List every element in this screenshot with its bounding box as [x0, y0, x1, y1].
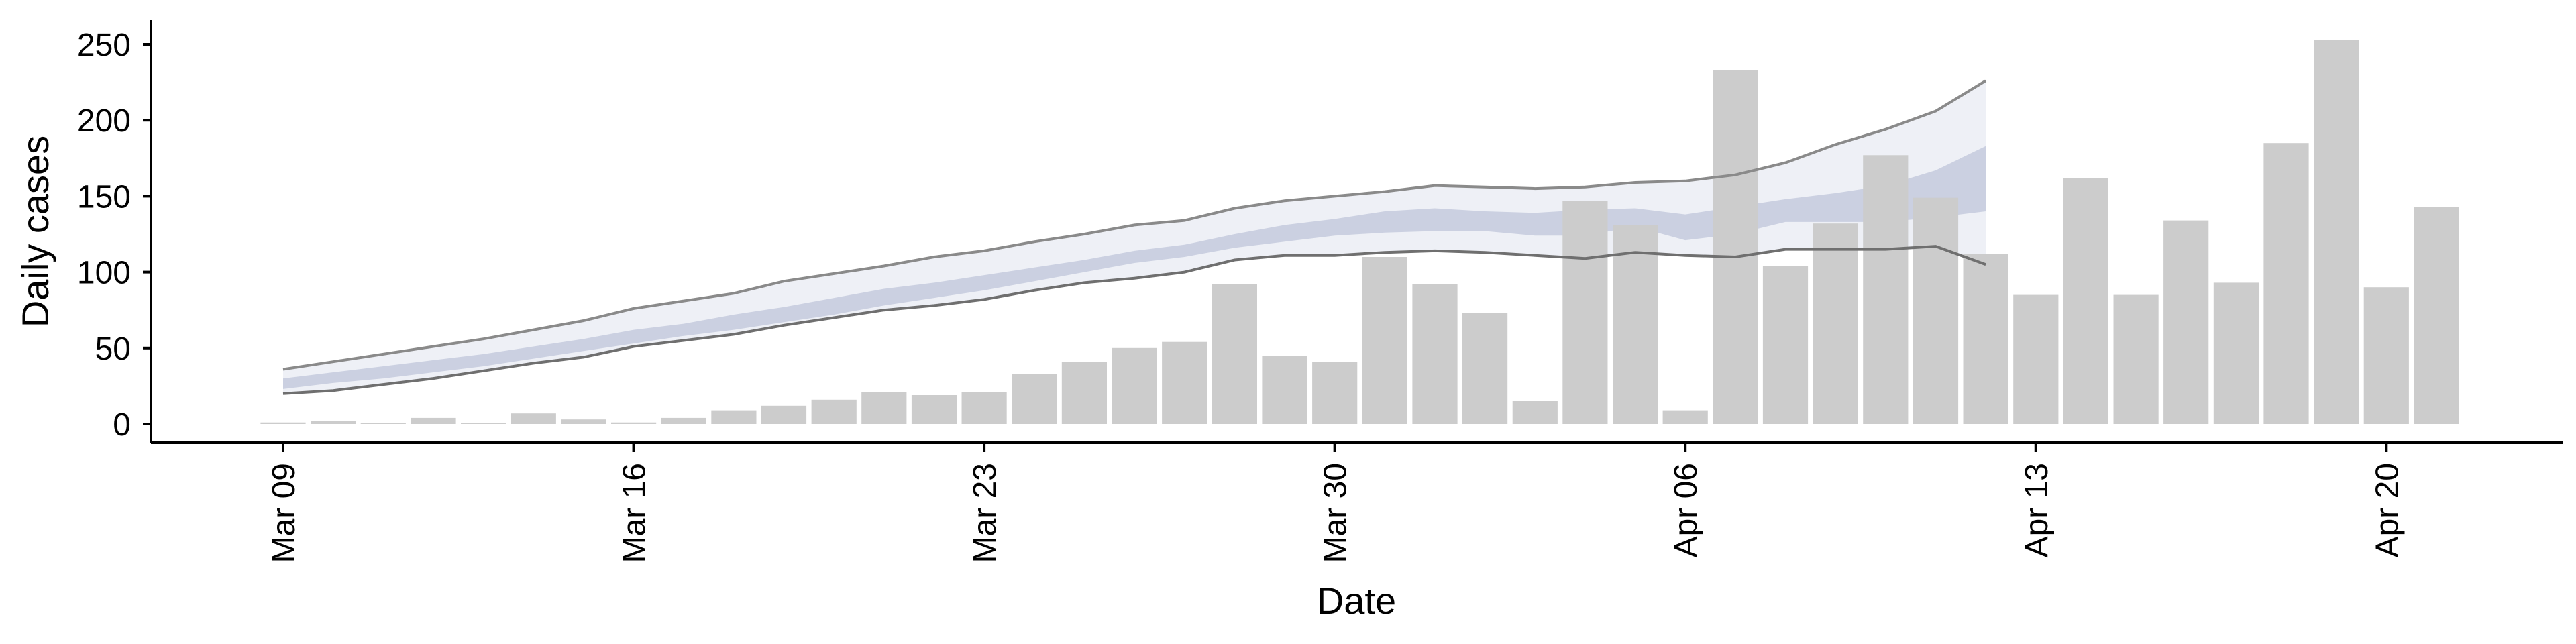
- y-tick-label: 200: [77, 103, 131, 139]
- bar-mar-14: [511, 413, 556, 424]
- daily-case-bars: [260, 40, 2459, 425]
- bar-mar-26: [1112, 347, 1157, 424]
- y-tick-label: 250: [77, 28, 131, 63]
- bar-mar-16: [611, 422, 657, 424]
- bar-mar-23: [961, 392, 1007, 424]
- bar-apr-01: [1412, 284, 1458, 424]
- bar-apr-20: [2363, 287, 2409, 424]
- x-axis-title: Date: [1317, 580, 1396, 622]
- bar-apr-12: [1963, 254, 2008, 424]
- x-axis-ticks: Mar 09 Mar 16 Mar 23 Mar 30 Apr 06 Apr 13 Apr …: [266, 443, 2405, 563]
- forecast-bands: [283, 80, 1986, 394]
- bar-mar-22: [911, 395, 957, 424]
- bar-mar-19: [761, 405, 807, 424]
- bar-apr-07: [1713, 70, 1758, 424]
- y-tick-label: 0: [113, 407, 131, 443]
- x-tick-label: Apr 20: [2369, 463, 2405, 557]
- bar-mar-21: [861, 392, 907, 424]
- bar-mar-24: [1012, 374, 1057, 424]
- bar-apr-16: [2163, 220, 2209, 424]
- upper-bound-line: [282, 79, 1987, 371]
- bar-mar-12: [411, 417, 456, 424]
- bar-mar-18: [711, 410, 757, 424]
- bar-mar-27: [1162, 341, 1208, 424]
- y-axis-title: Daily cases: [14, 136, 56, 327]
- x-tick-label: Mar 16: [617, 463, 653, 563]
- bar-apr-15: [2113, 294, 2159, 424]
- bar-apr-03: [1512, 401, 1558, 424]
- bar-apr-13: [2013, 294, 2059, 424]
- inner-interval-band: [283, 146, 1986, 389]
- bar-mar-09: [260, 422, 306, 424]
- bar-apr-04: [1562, 201, 1608, 424]
- y-tick-label: 50: [95, 331, 131, 367]
- x-tick-label: Mar 30: [1318, 463, 1354, 563]
- bar-apr-05: [1613, 225, 1658, 424]
- x-tick-label: Mar 23: [967, 463, 1003, 563]
- bar-apr-09: [1813, 223, 1858, 424]
- bar-mar-13: [461, 423, 506, 424]
- bar-apr-21: [2414, 207, 2459, 424]
- bar-mar-17: [661, 417, 706, 424]
- bar-mar-25: [1061, 362, 1107, 424]
- bar-mar-11: [360, 423, 406, 424]
- bar-mar-30: [1312, 362, 1358, 424]
- bar-apr-08: [1762, 266, 1809, 424]
- bar-apr-02: [1462, 313, 1508, 424]
- lower-bound-line: [282, 245, 1986, 395]
- y-tick-label: 100: [77, 256, 131, 291]
- forecast-bound-lines: [282, 79, 1987, 395]
- x-tick-label: Apr 13: [2019, 463, 2055, 557]
- bar-mar-29: [1262, 356, 1307, 424]
- y-tick-label: 150: [77, 179, 131, 215]
- bar-apr-11: [1913, 197, 1959, 424]
- bar-apr-19: [2314, 40, 2359, 424]
- bar-mar-10: [311, 421, 356, 424]
- bar-mar-31: [1362, 257, 1407, 424]
- x-tick-label: Mar 09: [266, 463, 302, 563]
- bar-mar-28: [1212, 284, 1257, 424]
- bar-apr-17: [2213, 282, 2259, 424]
- x-tick-label: Apr 06: [1668, 463, 1704, 557]
- bar-mar-15: [561, 419, 606, 424]
- y-axis-ticks: 0 50 100 150 200 250: [77, 28, 151, 443]
- bar-mar-20: [811, 399, 857, 424]
- bar-apr-18: [2263, 143, 2309, 424]
- bar-apr-06: [1662, 410, 1708, 424]
- bar-apr-10: [1863, 155, 1909, 425]
- bar-apr-14: [2063, 178, 2108, 424]
- outer-interval-band: [283, 80, 1986, 394]
